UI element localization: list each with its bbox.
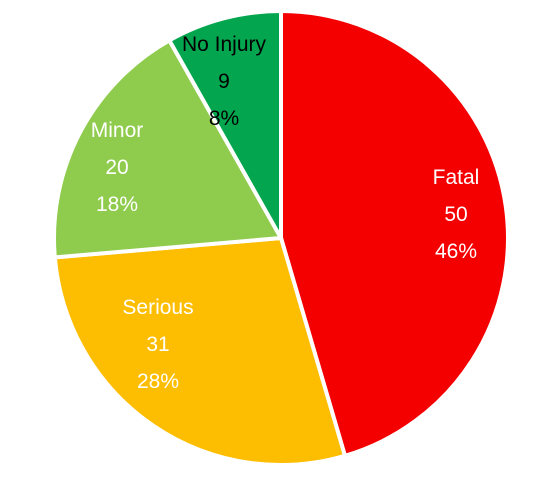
slice-label-serious: Serious 31 28% — [122, 296, 193, 393]
slice-percent-minor: 18% — [96, 193, 138, 216]
slice-label-no-injury: No Injury 9 8% — [182, 33, 267, 130]
pie-slice-serious — [52, 236, 347, 467]
slice-name-fatal: Fatal — [433, 166, 480, 189]
slice-value-fatal: 50 — [444, 203, 467, 226]
slice-label-minor: Minor 20 18% — [91, 119, 144, 216]
pie-slices — [52, 9, 510, 467]
slice-labels: Fatal 50 46% Serious 31 28% Minor 20 18% No Injur… — [91, 33, 480, 393]
slice-percent-no-injury: 8% — [209, 107, 239, 130]
slice-label-fatal: Fatal 50 46% — [433, 166, 480, 263]
slice-name-no-injury: No Injury — [182, 33, 267, 56]
pie-slice-no-injury — [167, 9, 283, 240]
slice-value-serious: 31 — [146, 333, 169, 356]
slice-name-minor: Minor — [91, 119, 144, 142]
pie-slice-minor — [52, 38, 283, 260]
pie-slice-fatal — [279, 9, 510, 458]
slice-percent-serious: 28% — [137, 370, 179, 393]
slice-percent-fatal: 46% — [435, 240, 477, 263]
slice-name-serious: Serious — [122, 296, 193, 319]
slice-value-no-injury: 9 — [218, 70, 230, 93]
slice-value-minor: 20 — [105, 156, 128, 179]
